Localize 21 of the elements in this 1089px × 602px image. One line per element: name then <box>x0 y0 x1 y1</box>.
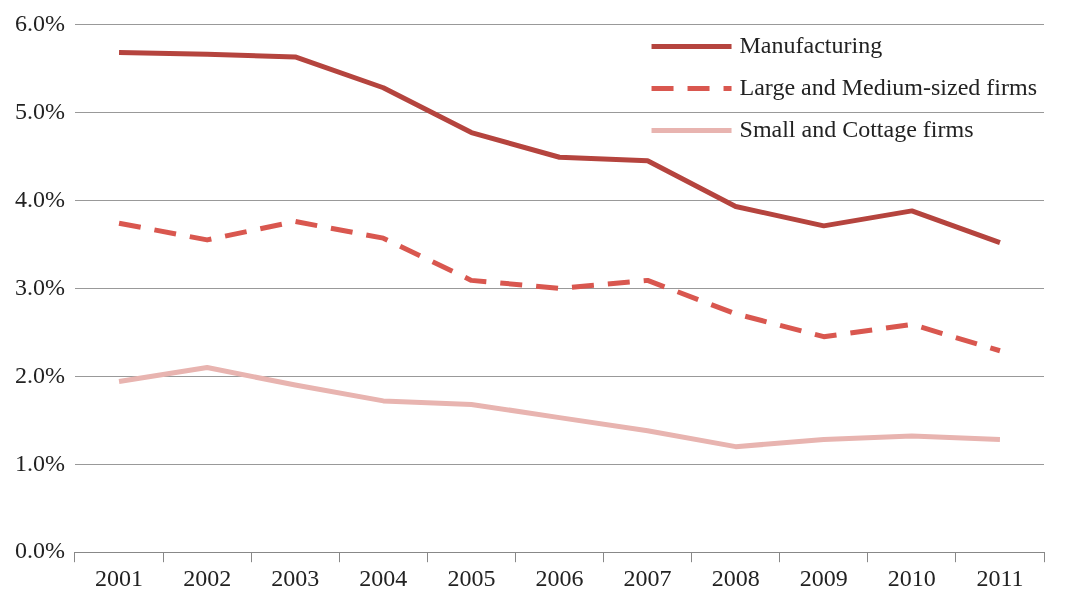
x-tick-label: 2002 <box>183 564 232 591</box>
x-tick-label: 2004 <box>359 564 408 591</box>
x-tick-label: 2009 <box>799 564 848 591</box>
y-tick-label: 5.0% <box>14 97 65 124</box>
y-tick-label: 3.0% <box>14 273 65 300</box>
x-tick-label: 2006 <box>535 564 584 591</box>
x-tick-label: 2003 <box>271 564 320 591</box>
y-tick-label: 1.0% <box>14 449 65 476</box>
y-tick-label: 2.0% <box>14 361 65 388</box>
y-tick-label: 4.0% <box>14 185 65 212</box>
legend-label: Manufacturing <box>739 31 883 58</box>
y-tick-label: 6.0% <box>14 9 65 36</box>
x-tick-label: 2005 <box>447 564 496 591</box>
legend-label: Small and Cottage firms <box>739 115 974 142</box>
x-tick-label: 2007 <box>623 564 672 591</box>
x-tick-label: 2001 <box>95 564 144 591</box>
x-tick-label: 2010 <box>887 564 936 591</box>
x-tick-label: 2011 <box>976 564 1024 591</box>
y-tick-label: 0.0% <box>14 537 65 564</box>
x-tick-label: 2008 <box>711 564 760 591</box>
legend-label: Large and Medium-sized firms <box>739 73 1037 100</box>
